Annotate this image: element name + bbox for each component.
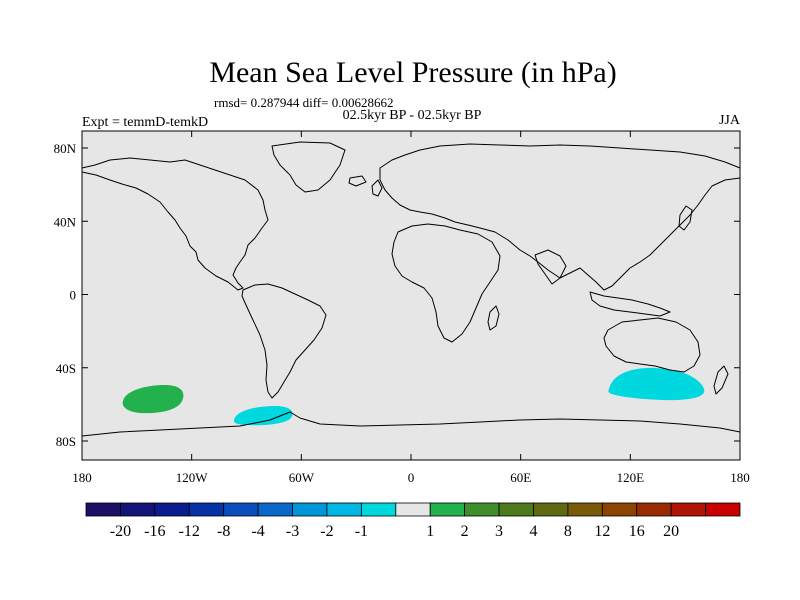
coastlines (81, 141, 741, 437)
colorbar-label: -2 (320, 523, 333, 540)
colorbar-label: -1 (355, 523, 368, 540)
colorbar-swatch (429, 502, 466, 517)
colorbar-label: 20 (663, 523, 679, 540)
coast-greenland (271, 141, 346, 193)
colorbar-swatch (85, 502, 121, 517)
period-line: 02.5kyr BP - 02.5kyr BP (343, 108, 482, 123)
y-tick-label: 40N (54, 214, 77, 229)
colorbar-swatch (567, 502, 603, 517)
colorbar-label: -16 (144, 523, 165, 540)
colorbar-swatch (292, 502, 328, 517)
coast-iceland (348, 175, 367, 187)
colorbar-label: 8 (564, 523, 572, 540)
colorbar-swatch (223, 502, 259, 517)
colorbar-label: -20 (110, 523, 131, 540)
main-title: Mean Sea Level Pressure (in hPa) (209, 56, 616, 89)
colorbar-label: 1 (426, 523, 434, 540)
y-axis: 80N 40N 0 40S 80S (54, 141, 740, 449)
coast-antarctica (81, 411, 741, 437)
season-label: JJA (719, 113, 741, 128)
coast-south-america (241, 283, 327, 399)
colorbar-swatch (360, 502, 397, 517)
x-tick-label: 60W (289, 470, 315, 485)
colorbar-swatch (154, 502, 190, 517)
colorbar-swatch (257, 502, 293, 517)
colorbar-label: 16 (629, 523, 645, 540)
colorbar-swatch (395, 502, 431, 517)
colorbar-swatch (601, 502, 638, 517)
colorbar: -20 -16 -12 -8 -4 -3 -2 -1 1 2 3 4 8 12 16 20 (85, 502, 741, 540)
colorbar-label: 3 (495, 523, 503, 540)
y-tick-label: 40S (56, 361, 76, 376)
coast-madagascar (487, 305, 500, 331)
x-tick-label: 180 (72, 470, 92, 485)
colorbar-swatch (705, 502, 741, 517)
coast-australia (603, 317, 701, 373)
coast-uk (371, 179, 383, 197)
colorbar-swatch (120, 502, 156, 517)
coast-north-america (81, 157, 269, 291)
y-tick-label: 0 (70, 288, 77, 303)
x-tick-label: 0 (408, 470, 415, 485)
x-tick-label: 180 (730, 470, 750, 485)
colorbar-label: -12 (179, 523, 200, 540)
colorbar-label: 2 (461, 523, 469, 540)
coast-india (534, 249, 567, 285)
colorbar-swatch (670, 502, 706, 517)
colorbar-label: 4 (529, 523, 537, 540)
colorbar-swatch (326, 502, 362, 517)
coast-new-zealand (713, 365, 729, 395)
coast-japan (678, 205, 693, 231)
colorbar-swatch (636, 502, 672, 517)
experiment-label: Expt = temmD-temkD (82, 115, 208, 130)
colorbar-swatch (533, 502, 569, 517)
x-tick-label: 60E (510, 470, 531, 485)
stats-line: rmsd= 0.287944 diff= 0.00628662 (214, 95, 393, 110)
colorbar-label: -8 (217, 523, 230, 540)
negative-anomaly-patch-east (608, 367, 705, 401)
x-tick-label: 120E (617, 470, 645, 485)
y-tick-label: 80S (56, 434, 76, 449)
colorbar-label: -3 (286, 523, 299, 540)
x-tick-label: 120W (176, 470, 209, 485)
colorbar-label: -4 (251, 523, 264, 540)
colorbar-swatch (498, 502, 534, 517)
coast-indonesia (589, 291, 671, 317)
x-axis: 180 120W 60W 0 60E 120E 180 (72, 131, 750, 485)
coast-eurasia (379, 143, 741, 291)
colorbar-swatch (464, 502, 500, 517)
colorbar-swatch (188, 502, 225, 517)
negative-anomaly-patch-west (233, 406, 293, 426)
colorbar-label: 12 (594, 523, 610, 540)
coast-africa (391, 223, 501, 343)
map-background (81, 130, 741, 461)
positive-anomaly-patch (122, 385, 184, 414)
y-tick-label: 80N (54, 141, 77, 156)
